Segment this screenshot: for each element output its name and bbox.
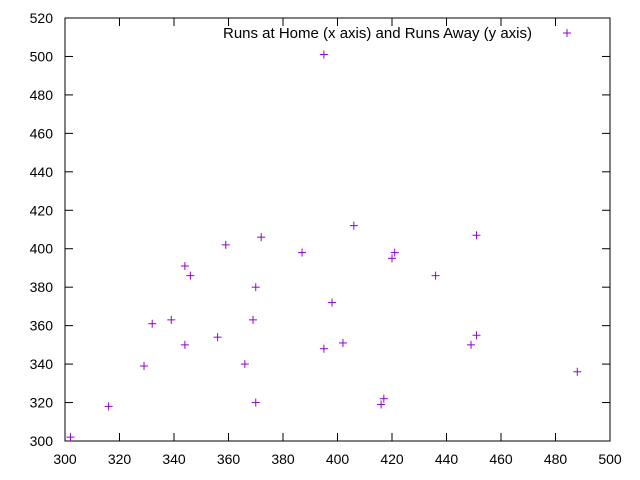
legend-plus-marker <box>563 29 571 37</box>
y-tick-label: 520 <box>30 10 54 26</box>
x-tick-label: 340 <box>162 451 186 467</box>
data-point <box>431 271 440 280</box>
y-tick-label: 400 <box>30 241 54 257</box>
data-point <box>180 262 189 271</box>
x-tick-label: 420 <box>380 451 404 467</box>
y-tick-label: 300 <box>30 433 54 449</box>
x-tick-label: 400 <box>326 451 350 467</box>
x-tick-label: 440 <box>435 451 459 467</box>
y-tick-label: 340 <box>30 356 54 372</box>
plot-frame <box>64 17 611 442</box>
data-point <box>167 315 176 324</box>
data-point <box>467 340 476 349</box>
data-point <box>249 315 258 324</box>
data-point <box>180 340 189 349</box>
data-point <box>319 344 328 353</box>
data-point <box>573 367 582 376</box>
legend-label: Runs at Home (x axis) and Runs Away (y a… <box>223 25 532 42</box>
data-point <box>472 331 481 340</box>
x-tick-label: 480 <box>544 451 568 467</box>
data-point <box>388 254 396 263</box>
y-tick-label: 500 <box>30 48 54 64</box>
y-tick-label: 440 <box>30 164 54 180</box>
x-tick-label: 300 <box>53 451 77 467</box>
y-tick-label: 460 <box>30 125 54 141</box>
data-point <box>240 360 249 369</box>
data-point <box>472 231 481 240</box>
data-point <box>251 283 260 292</box>
data-point <box>186 271 195 280</box>
data-point <box>338 338 347 347</box>
x-tick-label: 500 <box>598 451 622 467</box>
x-tick-label: 460 <box>489 451 513 467</box>
data-point <box>349 221 358 230</box>
data-point <box>140 362 149 371</box>
data-point <box>298 248 307 257</box>
data-point <box>213 333 222 342</box>
data-point <box>221 240 230 249</box>
series-points <box>66 50 582 442</box>
legend: Runs at Home (x axis) and Runs Away (y a… <box>223 25 571 42</box>
data-point <box>66 433 75 442</box>
data-point <box>377 400 386 409</box>
x-tick-label: 380 <box>271 451 295 467</box>
y-tick-label: 480 <box>30 87 54 103</box>
y-tick-label: 320 <box>30 395 54 411</box>
x-tick-label: 320 <box>108 451 132 467</box>
data-point <box>379 394 388 403</box>
data-point <box>390 248 399 257</box>
data-point <box>328 298 337 307</box>
data-point <box>257 233 266 242</box>
y-axis: 300 320 340 360 380 400 420 440 460 480 500 520 <box>30 10 610 449</box>
data-point <box>148 319 157 328</box>
y-tick-label: 420 <box>30 202 54 218</box>
y-tick-label: 360 <box>30 318 54 334</box>
x-axis: 300 320 340 360 380 400 420 440 460 480 500 <box>53 18 622 467</box>
data-point <box>319 50 328 59</box>
legend-marker <box>563 29 571 37</box>
data-point <box>104 402 113 411</box>
data-point <box>251 398 260 407</box>
x-tick-label: 360 <box>217 451 241 467</box>
y-tick-label: 380 <box>30 279 54 295</box>
